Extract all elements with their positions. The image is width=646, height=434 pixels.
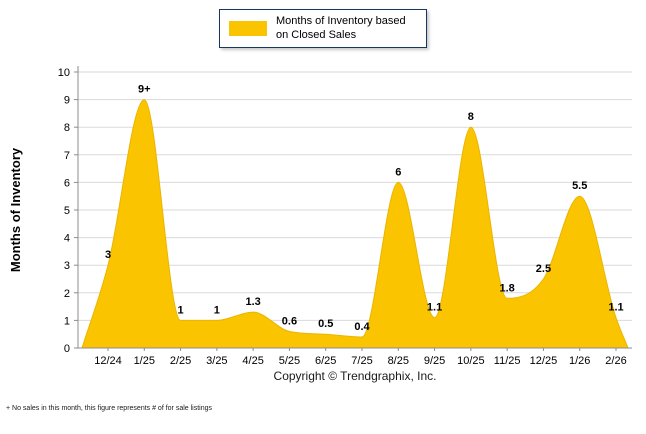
x-tick-label: 6/25 (315, 355, 336, 367)
data-label: 1 (178, 304, 184, 316)
y-tick-label: 7 (64, 150, 70, 162)
data-label: 3 (105, 249, 111, 261)
x-tick-label: 8/25 (388, 355, 409, 367)
y-tick-label: 1 (64, 315, 70, 327)
x-tick-label: 4/25 (242, 355, 263, 367)
legend-swatch (229, 20, 267, 36)
x-tick-label: 11/25 (494, 355, 521, 367)
data-label: 0.5 (318, 318, 333, 330)
x-tick-label: 9/25 (424, 355, 445, 367)
y-tick-label: 8 (64, 122, 70, 134)
x-tick-label: 2/26 (605, 355, 626, 367)
x-tick-label: 5/25 (279, 355, 300, 367)
data-label: 1.1 (427, 302, 442, 314)
x-tick-label: 3/25 (206, 355, 227, 367)
data-label: 2.5 (536, 263, 551, 275)
x-tick-label: 10/25 (457, 355, 485, 367)
x-tick-label: 1/25 (134, 355, 155, 367)
y-tick-label: 6 (64, 177, 70, 189)
data-label: 0.6 (282, 315, 297, 327)
data-label: 6 (395, 166, 401, 178)
y-tick-label: 5 (64, 205, 70, 217)
y-tick-label: 10 (58, 67, 70, 79)
data-label: 1 (214, 304, 220, 316)
y-tick-label: 3 (64, 260, 70, 272)
data-label: 1.8 (499, 282, 514, 294)
data-label: 8 (468, 111, 474, 123)
x-tick-label: 1/26 (569, 355, 590, 367)
y-tick-label: 9 (64, 95, 70, 107)
legend: Months of Inventory based on Closed Sale… (219, 9, 427, 48)
data-label: 1.1 (608, 302, 623, 314)
x-tick-label: 2/25 (170, 355, 191, 367)
y-tick-label: 2 (64, 288, 70, 300)
area-path (81, 99, 629, 349)
x-tick-label: 12/24 (94, 355, 122, 367)
x-tick-label: 12/25 (530, 355, 558, 367)
data-label: 0.4 (354, 321, 370, 333)
data-label: 5.5 (572, 180, 587, 192)
data-label: 1.3 (245, 296, 260, 308)
y-tick-label: 0 (64, 343, 70, 355)
copyright-text: Copyright © Trendgraphix, Inc. (273, 369, 437, 383)
legend-label: Months of Inventory based on Closed Sale… (276, 15, 406, 42)
x-tick-label: 7/25 (351, 355, 372, 367)
y-tick-label: 4 (64, 233, 70, 245)
footnote-text: + No sales in this month, this figure re… (6, 405, 213, 412)
y-axis-title: Months of Inventory (8, 147, 23, 272)
data-label: 9+ (138, 84, 151, 96)
